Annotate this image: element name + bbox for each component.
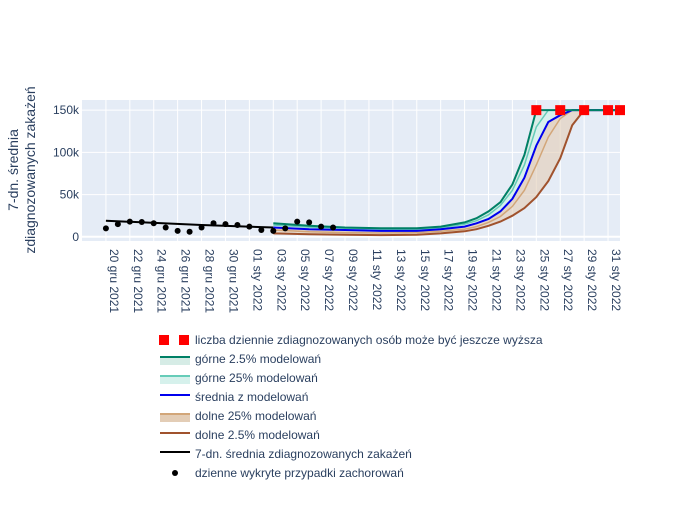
- legend-item-avg7[interactable]: 7-dn. średnia zdiagnozowanych zakażeń: [160, 447, 412, 461]
- x-tick-label: 31 sty 2022: [609, 249, 623, 311]
- legend-fill: [160, 414, 190, 422]
- y-tick-label: 100k: [53, 145, 80, 159]
- underreport-marker: [603, 105, 614, 116]
- underreport-marker: [615, 105, 625, 116]
- daily-case-point: [330, 224, 337, 231]
- x-tick-label: 20 gru 2021: [107, 249, 121, 313]
- legend-item-lower25[interactable]: dolne 25% modelowań: [160, 409, 316, 423]
- legend-symbol: [179, 335, 189, 345]
- marker-layer: [102, 105, 625, 235]
- x-tick-label: 27 sty 2022: [561, 249, 575, 311]
- y-axis-ticks: 0 50k 100k 150k: [53, 103, 80, 244]
- grid: [82, 100, 620, 241]
- y-axis-label: 7-dn. średniazdiagnozowanych zakażeń: [5, 86, 38, 253]
- daily-case-point: [126, 218, 133, 225]
- x-tick-label: 03 sty 2022: [274, 249, 288, 311]
- underreport-marker: [531, 105, 542, 116]
- x-tick-label: 26 gru 2021: [179, 249, 193, 313]
- x-tick-label: 19 sty 2022: [466, 249, 480, 311]
- x-tick-label: 29 sty 2022: [585, 249, 599, 311]
- legend-item-upper95[interactable]: górne 2.5% modelowań: [160, 352, 321, 366]
- x-tick-label: 30 gru 2021: [226, 249, 240, 313]
- y-tick-label: 50k: [60, 188, 80, 202]
- x-tick-label: 24 gru 2021: [155, 249, 169, 313]
- daily-case-point: [282, 225, 289, 232]
- daily-case-point: [270, 227, 277, 234]
- x-tick-label: 25 sty 2022: [537, 249, 551, 311]
- daily-case-point: [258, 227, 265, 234]
- legend-item-daily[interactable]: dzienne wykryte przypadki zachorowań: [172, 466, 404, 480]
- band-lower-2-5: [273, 110, 620, 236]
- legend-symbol: [159, 335, 169, 345]
- x-tick-label: 21 sty 2022: [489, 249, 503, 311]
- legend-item-underreport[interactable]: liczba dziennie zdiagnozowanych osób moż…: [159, 333, 543, 347]
- legend-label: górne 2.5% modelowań: [195, 352, 321, 366]
- legend-label: liczba dziennie zdiagnozowanych osób moż…: [195, 333, 543, 347]
- x-tick-label: 17 sty 2022: [442, 249, 456, 311]
- legend-label: dzienne wykryte przypadki zachorowań: [195, 466, 404, 480]
- y-tick-label: 0: [72, 230, 79, 244]
- daily-case-point: [198, 224, 205, 231]
- y-axis-label-line: 7-dn. średnia: [5, 129, 21, 211]
- daily-case-point: [162, 224, 169, 231]
- line-mean: [273, 109, 620, 232]
- underreport-marker: [579, 105, 590, 116]
- x-tick-label: 13 sty 2022: [394, 249, 408, 311]
- legend[interactable]: liczba dziennie zdiagnozowanych osób moż…: [159, 333, 543, 480]
- legend-fill: [160, 357, 190, 365]
- legend-label: dolne 2.5% modelowań: [195, 428, 320, 442]
- x-axis-ticks: 20 gru 2021 22 gru 2021 24 gru 2021 26 gru …: [107, 249, 623, 313]
- x-tick-label: 01 sty 2022: [250, 249, 264, 311]
- line-upper-2-5: [273, 109, 620, 230]
- daily-case-point: [150, 220, 157, 227]
- daily-case-point: [318, 223, 325, 230]
- x-tick-label: 05 sty 2022: [298, 249, 312, 311]
- legend-symbol: [172, 470, 178, 476]
- x-tick-label: 28 gru 2021: [203, 249, 217, 313]
- line-layer: [105, 109, 620, 237]
- legend-fill: [160, 376, 190, 384]
- legend-item-upper75[interactable]: górne 25% modelowań: [160, 371, 318, 385]
- daily-case-point: [186, 228, 193, 235]
- daily-case-point: [174, 227, 181, 234]
- y-tick-label: 150k: [53, 103, 80, 117]
- legend-label: dolne 25% modelowań: [195, 409, 316, 423]
- x-tick-label: 07 sty 2022: [322, 249, 336, 311]
- x-tick-label: 22 gru 2021: [131, 249, 145, 313]
- band-layer: [273, 110, 620, 236]
- daily-case-point: [234, 221, 241, 228]
- daily-case-point: [294, 218, 301, 225]
- daily-case-point: [222, 221, 229, 228]
- legend-label: średnia z modelowań: [195, 390, 308, 404]
- x-tick-label: 11 sty 2022: [370, 249, 384, 310]
- legend-label: 7-dn. średnia zdiagnozowanych zakażeń: [195, 447, 412, 461]
- daily-case-point: [138, 219, 145, 226]
- line-lower-2-5: [273, 109, 620, 237]
- daily-case-point: [306, 219, 313, 226]
- underreport-marker: [555, 105, 566, 116]
- daily-case-point: [114, 221, 121, 228]
- y-axis-label-line: zdiagnozowanych zakażeń: [22, 86, 38, 253]
- legend-item-lower025[interactable]: dolne 2.5% modelowań: [160, 428, 320, 442]
- daily-case-point: [102, 225, 109, 232]
- legend-label: górne 25% modelowań: [195, 371, 318, 385]
- x-tick-label: 15 sty 2022: [418, 249, 432, 311]
- x-tick-label: 23 sty 2022: [513, 249, 527, 311]
- band-upper-25: [273, 110, 620, 231]
- line-lower-25: [273, 109, 620, 234]
- daily-case-point: [246, 223, 253, 230]
- daily-case-point: [210, 220, 217, 227]
- x-tick-label: 09 sty 2022: [346, 249, 360, 311]
- legend-item-mean[interactable]: średnia z modelowań: [160, 390, 308, 404]
